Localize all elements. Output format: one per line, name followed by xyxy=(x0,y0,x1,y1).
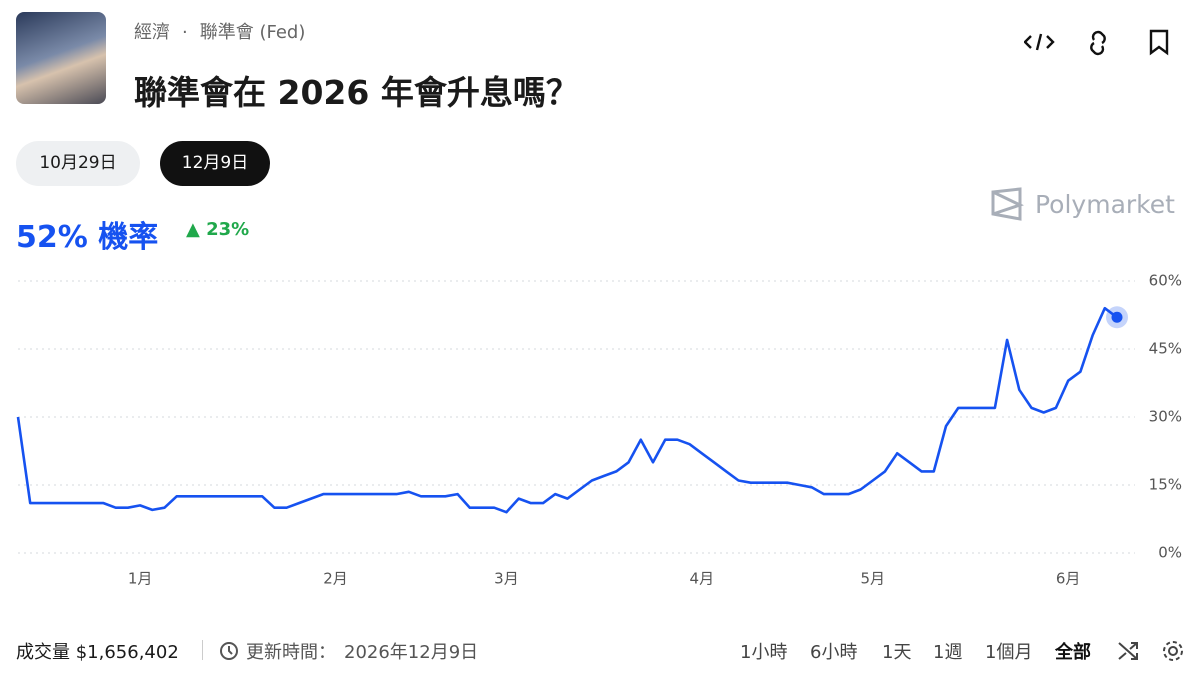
x-tick-label: 5月 xyxy=(861,570,886,588)
range-button-active[interactable]: 全部 xyxy=(1055,642,1091,663)
x-tick-label: 2月 xyxy=(323,570,348,588)
separator: · xyxy=(182,22,188,43)
subcategory-link[interactable]: 聯準會 (Fed) xyxy=(199,22,306,43)
embed-icon[interactable] xyxy=(1024,33,1055,51)
x-tick-label: 6月 xyxy=(1056,570,1081,588)
volume: 成交量 $1,656,402 xyxy=(16,642,179,663)
updated: 2026年12月9日 xyxy=(344,642,479,663)
breadcrumb: 經濟 · 聯準會 (Fed) xyxy=(134,18,317,44)
change: ▲ 23% xyxy=(186,219,250,240)
updated-label: 更新時間： xyxy=(246,642,336,663)
brand: Polymarket xyxy=(1035,190,1175,219)
date-tab-active[interactable]: 12月9日 xyxy=(160,141,270,186)
title: 聯準會在 2026 年會升息嗎？ xyxy=(134,73,579,112)
x-tick-label: 3月 xyxy=(494,570,519,588)
range-button[interactable]: 6小時 xyxy=(810,642,858,663)
probability: 52% 機率 xyxy=(16,220,159,255)
line xyxy=(16,306,1118,514)
change-value: 23% xyxy=(206,219,250,240)
category-link[interactable]: 經濟 xyxy=(134,22,170,43)
range-button[interactable]: 1週 xyxy=(933,642,963,663)
settings-icon[interactable] xyxy=(1163,641,1183,661)
x-tick-label: 1月 xyxy=(128,570,153,588)
x-tick-label: 4月 xyxy=(690,570,715,588)
last-point xyxy=(1111,311,1123,323)
range-button[interactable]: 1天 xyxy=(882,642,912,663)
shuffle-icon[interactable] xyxy=(1118,642,1138,660)
brand-logo xyxy=(991,187,1024,221)
y-tick-label: 30% xyxy=(1149,408,1182,426)
y-tick-label: 0% xyxy=(1158,544,1182,562)
divider xyxy=(202,640,203,660)
y-tick-label: 15% xyxy=(1149,476,1182,494)
clock-icon xyxy=(220,642,238,660)
chart: 0% 15% 30% 45% 60% 1月 2月 3月 4月 5月 6月 xyxy=(16,272,1182,588)
range-button[interactable]: 1個月 xyxy=(985,642,1033,663)
y-tick-label: 60% xyxy=(1149,272,1182,290)
y-tick-label: 45% xyxy=(1149,340,1182,358)
date-tab[interactable]: 10月29日 xyxy=(16,141,140,186)
bookmark-icon[interactable] xyxy=(1149,29,1169,56)
link-icon[interactable] xyxy=(1090,30,1106,56)
header-icons xyxy=(1024,29,1169,56)
market-image xyxy=(16,12,106,104)
chart-controls xyxy=(1118,641,1183,661)
range-button[interactable]: 1小時 xyxy=(740,642,788,663)
